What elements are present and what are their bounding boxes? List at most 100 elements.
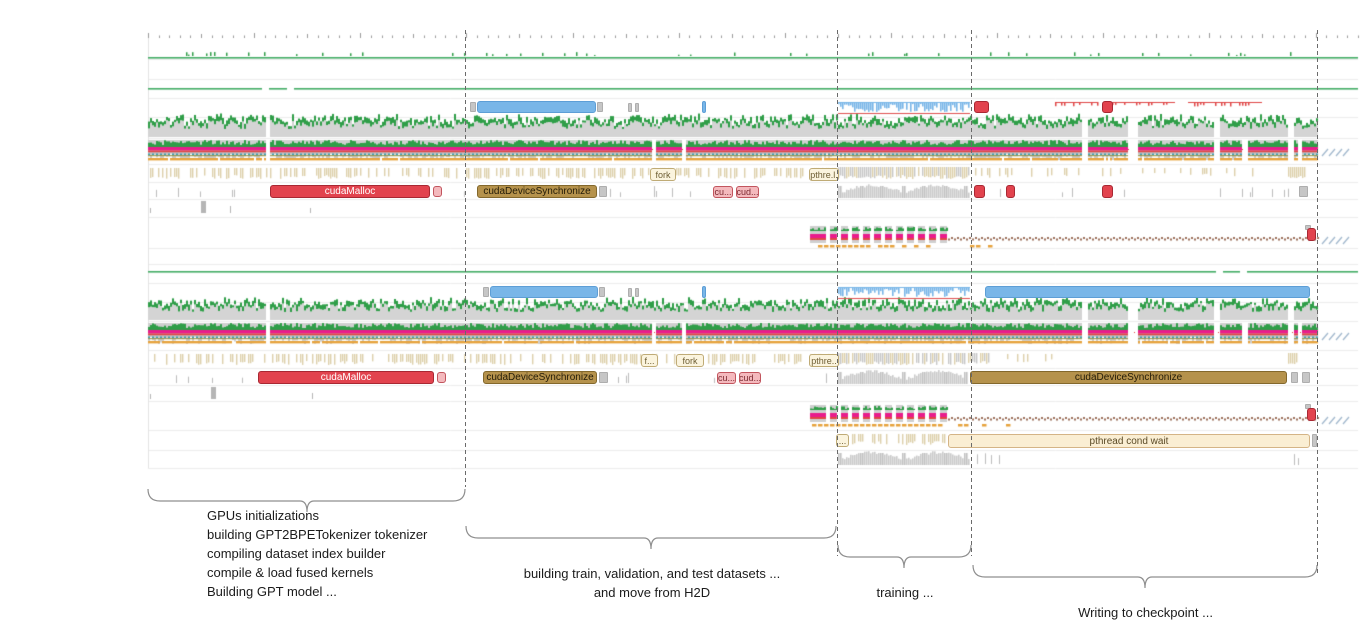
sidebar-item-thread-26775[interactable]: ✓ [26775] python [27,226,145,241]
row-options-caret-icon[interactable] [129,231,136,236]
sidebar-item-cuda-api-2[interactable]: CUDA API [44,370,145,385]
sidebar-item-os-runtime-2[interactable]: OS runtime libraries [44,352,145,367]
hw2-blue-tick[interactable] [702,286,706,298]
sidebar-item-thread-24130[interactable]: ✓ [24130] python [27,143,145,158]
hw2-gray-a[interactable] [483,287,489,297]
hw2-blue-bar[interactable] [490,286,598,298]
api1-cudamalloc[interactable]: cudaMalloc [270,185,430,198]
collapse-arrow-icon[interactable] [18,125,26,130]
os3-dots[interactable]: ... [836,434,849,447]
view-selector-dropdown[interactable]: Timeline View [4,2,141,19]
show-fewer-threads-button[interactable]: — [123,250,135,263]
sidebar-item-processes[interactable]: Processes (149) [4,64,145,79]
api2-gray-b[interactable] [1291,372,1298,383]
sidebar-item-threads-hidden[interactable]: 127 threads hidden...—+ [33,249,145,264]
collapse-arrow-icon[interactable] [13,87,21,92]
sidebar-item-proc-24130[interactable]: [24130] python [13,82,145,97]
api2-cud[interactable]: cud... [739,372,761,384]
hw1-gray-a[interactable] [470,102,476,112]
api1-gray-a[interactable] [599,186,607,197]
collapse-arrow-icon[interactable] [4,69,12,74]
api2-gray-a[interactable] [599,372,608,383]
checkbox-icon[interactable]: ✓ [39,144,51,157]
sidebar-item-cuda-api-1[interactable]: CUDA API [44,184,145,199]
sidebar-item-os-runtime-3[interactable]: OS runtime libraries [44,434,145,449]
hw1-blue-bar[interactable] [477,101,596,113]
sidebar-item-profiler-1[interactable]: Profiler overhead [44,202,145,217]
os2-f[interactable]: f... [641,354,658,367]
hw1-gray-b[interactable] [597,102,603,112]
os2-fork[interactable]: fork [676,354,704,367]
hw1-red-b[interactable] [1102,101,1113,113]
api1-red-a[interactable] [974,185,985,198]
hw2-gray-d[interactable] [635,288,639,297]
sidebar-item-threads-126[interactable]: Threads (126) [18,305,145,320]
sidebar-item-cudahw-2[interactable]: CUDA HW (0000:89:00.0 - Tesl [18,286,145,301]
warnings-link[interactable]: 365 warnings, 285 messages [1222,4,1366,16]
hw1-gray-d[interactable] [635,103,639,112]
api2-devicesync[interactable]: cudaDeviceSynchronize [483,371,597,384]
api2-cudamalloc[interactable]: cudaMalloc [258,371,434,384]
api1-cu[interactable]: cu... [713,186,733,198]
hw2-gray-b[interactable] [599,287,605,297]
collapse-arrow-icon[interactable] [13,272,21,277]
collapse-arrow-icon[interactable] [27,415,35,420]
api1-pink-a[interactable] [433,186,442,197]
os1-fork[interactable]: fork [650,168,676,181]
sidebar-item-proc-24147[interactable]: [24147] python [13,267,145,282]
radio-on-icon[interactable] [25,84,36,95]
api1-devicesync[interactable]: cudaDeviceSynchronize [477,185,597,198]
expand-arrow-icon[interactable] [4,45,9,54]
sidebar-item-os-runtime-1[interactable]: OS runtime libraries [44,166,145,181]
expand-arrow-icon[interactable] [18,104,23,113]
api1-gray-b[interactable] [1299,186,1308,197]
checkbox-icon[interactable]: ✓ [39,411,51,424]
api1-red-c[interactable] [1102,185,1113,198]
os3-pthread-cond-wait[interactable]: pthread cond wait [948,434,1310,448]
os1-pthre[interactable]: pthre.l. [809,168,839,181]
show-more-threads-button[interactable]: + [138,250,145,263]
timeline-ruler[interactable]: 0s 10s 20s 30s 40s 50s 60s 70s 80s 90s 100s 110s [0,20,1370,39]
hamburger-icon [10,5,19,16]
t26775-end-red[interactable] [1307,228,1316,241]
os2-pthre[interactable]: pthre.. [809,354,839,367]
zoom-out-icon[interactable] [1070,5,1081,15]
checkbox-icon[interactable]: ✓ [36,227,48,240]
expand-arrow-icon[interactable] [18,289,23,298]
hw2-blue-long[interactable] [985,286,1310,298]
sidebar-item-threads-129[interactable]: Threads (129) [18,120,145,135]
vertical-scrollbar[interactable]: ▲ [1357,20,1370,468]
hw1-red-a[interactable] [974,101,989,113]
sidebar-item-cpu[interactable]: CPU (80) [4,42,145,57]
t26821-end-red[interactable] [1307,408,1316,421]
api2-gray-c[interactable] [1302,372,1310,383]
collapse-arrow-icon[interactable] [18,310,26,315]
checkbox-icon[interactable]: ✓ [39,329,51,342]
collapse-arrow-icon[interactable] [27,148,35,153]
radio-off-icon[interactable] [25,269,36,280]
hw2-gray-c[interactable] [628,288,632,297]
filter-dropdown-icon[interactable] [136,27,142,31]
hw1-blue-tick[interactable] [702,101,706,113]
zoom-slider-thumb[interactable] [1117,4,1128,18]
zoom-slider[interactable] [1108,3,1203,18]
scrollbar-up-icon[interactable]: ▲ [1360,23,1367,30]
os3-end-gray[interactable] [1312,434,1317,447]
row-options-caret-icon[interactable] [132,333,139,338]
api2-cu[interactable]: cu... [717,372,736,384]
api2-devicesync-long[interactable]: cudaDeviceSynchronize [970,371,1287,384]
api1-cud[interactable]: cud... [736,186,759,198]
sidebar-item-thread-24147[interactable]: ✓ [24147] python [27,328,145,343]
hw1-gray-c[interactable] [628,103,632,112]
api1-red-b[interactable] [1006,185,1015,198]
row-options-caret-icon[interactable] [132,415,139,420]
api2-pink-a[interactable] [437,372,446,383]
sidebar-item-cuda-api-3[interactable]: CUDA API [44,452,145,467]
keyboard-shortcuts-icon[interactable]: ⌨ [1043,2,1063,18]
sidebar-item-thread-26821[interactable]: ✓ [26821] python [27,410,145,425]
row-options-caret-icon[interactable] [132,148,139,153]
sidebar-item-profiler-2[interactable]: Profiler overhead [44,387,145,402]
expand-arrow-icon[interactable] [27,229,32,238]
sidebar-item-cudahw-1[interactable]: CUDA HW (0000:06:00.0 - Tesl [18,101,145,116]
collapse-arrow-icon[interactable] [27,333,35,338]
